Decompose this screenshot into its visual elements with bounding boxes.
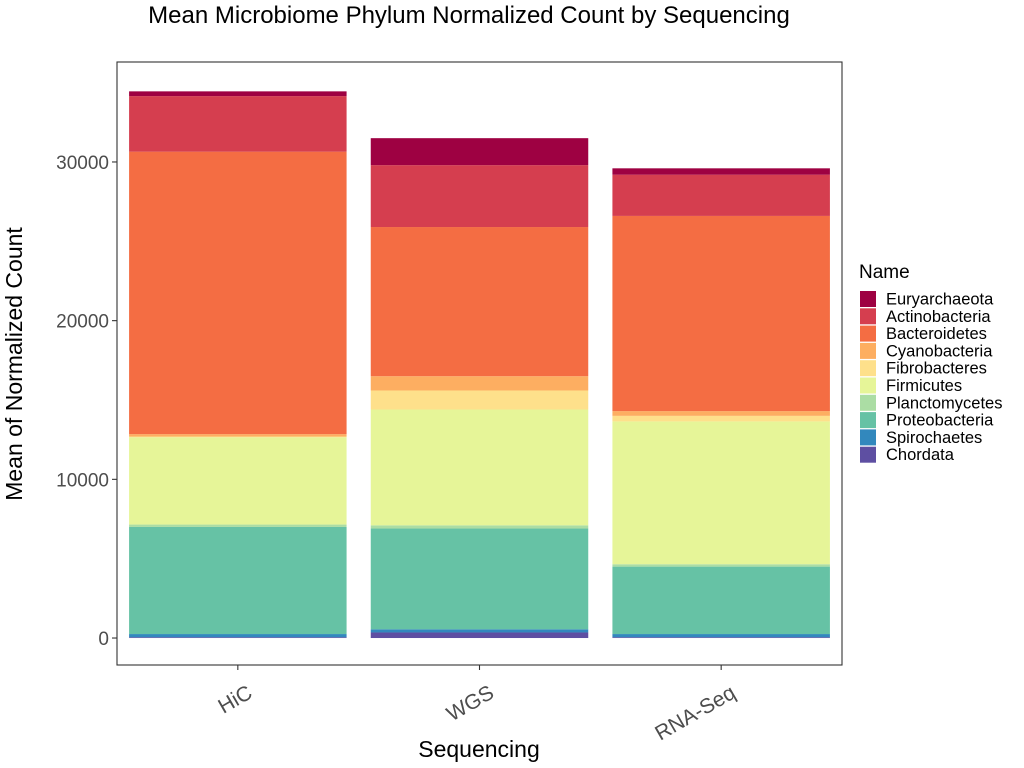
legend-label-cyanobacteria: Cyanobacteria bbox=[886, 342, 993, 360]
bar-segment-rna-seq-spirochaetes bbox=[612, 634, 830, 638]
bar-segment-wgs-actinobacteria bbox=[370, 165, 589, 228]
legend-label-planctomycetes: Planctomycetes bbox=[886, 394, 1002, 412]
x-axis-title: Sequencing bbox=[418, 736, 540, 762]
legend-swatch-planctomycetes bbox=[860, 394, 876, 411]
bar-segment-hic-bacteroidetes bbox=[129, 151, 347, 435]
bar-segment-hic-actinobacteria bbox=[129, 96, 347, 152]
bar-segment-rna-seq-euryarchaeota bbox=[612, 168, 830, 175]
bar-segment-rna-seq-firmicutes bbox=[612, 421, 830, 565]
legend-swatch-spirochaetes bbox=[860, 429, 876, 446]
legend-label-chordata: Chordata bbox=[886, 446, 955, 464]
legend-swatch-euryarchaeota bbox=[860, 291, 876, 307]
bar-segment-hic-spirochaetes bbox=[129, 634, 347, 638]
legend-label-bacteroidetes: Bacteroidetes bbox=[886, 325, 987, 343]
x-tick-label: HiC bbox=[214, 681, 256, 718]
y-tick-label: 0 bbox=[98, 629, 109, 650]
y-axis: 0 10000 20000 30000 bbox=[56, 153, 117, 650]
bar-segment-rna-seq-planctomycetes bbox=[612, 564, 830, 567]
bar-segment-wgs-spirochaetes bbox=[370, 629, 589, 633]
bar-segment-wgs-firmicutes bbox=[370, 409, 589, 526]
bar-segment-wgs-proteobacteria bbox=[370, 528, 589, 630]
chart-title: Mean Microbiome Phylum Normalized Count … bbox=[148, 2, 790, 29]
legend-swatch-bacteroidetes bbox=[860, 325, 876, 342]
bar-segment-wgs-bacteroidetes bbox=[370, 227, 589, 377]
x-tick-label: WGS bbox=[443, 681, 498, 726]
bar-segment-hic-fibrobacteres bbox=[129, 436, 347, 438]
legend-swatch-actinobacteria bbox=[860, 308, 876, 325]
bar-segment-rna-seq-bacteroidetes bbox=[612, 215, 830, 412]
bar-segment-rna-seq-actinobacteria bbox=[612, 174, 830, 216]
legend-label-proteobacteria: Proteobacteria bbox=[886, 412, 994, 430]
bar-segment-hic-planctomycetes bbox=[129, 524, 347, 527]
bar-segment-hic-euryarchaeota bbox=[129, 91, 347, 97]
legend-label-firmicutes: Firmicutes bbox=[886, 377, 962, 395]
bar-segment-hic-firmicutes bbox=[129, 437, 347, 525]
bar-segment-hic-proteobacteria bbox=[129, 526, 347, 635]
legend: Name EuryarchaeotaActinobacteriaBacteroi… bbox=[859, 262, 1002, 464]
bar-segment-hic-chordata bbox=[129, 637, 347, 639]
bar-segment-wgs-cyanobacteria bbox=[370, 376, 589, 391]
bar-segment-rna-seq-fibrobacteres bbox=[612, 415, 830, 422]
y-tick-label: 30000 bbox=[56, 153, 109, 174]
y-tick-label: 10000 bbox=[56, 470, 109, 491]
legend-label-fibrobacteres: Fibrobacteres bbox=[886, 360, 987, 378]
legend-swatch-firmicutes bbox=[860, 377, 876, 394]
bar-segment-rna-seq-proteobacteria bbox=[612, 566, 830, 635]
legend-label-actinobacteria: Actinobacteria bbox=[886, 308, 991, 326]
y-axis-title: Mean of Normalized Count bbox=[1, 227, 27, 501]
bar-segment-wgs-planctomycetes bbox=[370, 525, 589, 529]
legend-swatch-proteobacteria bbox=[860, 412, 876, 429]
bar-segment-wgs-fibrobacteres bbox=[370, 390, 589, 410]
bar-segment-rna-seq-chordata bbox=[612, 637, 830, 639]
y-tick-label: 20000 bbox=[56, 312, 109, 333]
bar-segment-rna-seq-cyanobacteria bbox=[612, 411, 830, 416]
bar-layer bbox=[129, 91, 830, 639]
legend-swatch-chordata bbox=[860, 446, 876, 463]
legend-title: Name bbox=[859, 262, 910, 283]
legend-label-euryarchaeota: Euryarchaeota bbox=[886, 291, 994, 309]
x-tick-label: RNA-Seq bbox=[651, 681, 739, 745]
legend-label-spirochaetes: Spirochaetes bbox=[886, 429, 982, 447]
legend-swatch-cyanobacteria bbox=[860, 342, 876, 359]
legend-swatch-fibrobacteres bbox=[860, 360, 876, 377]
x-axis: HiC WGS RNA-Seq bbox=[214, 665, 740, 745]
bar-segment-wgs-chordata bbox=[370, 632, 589, 639]
bar-segment-hic-cyanobacteria bbox=[129, 434, 347, 437]
bar-segment-wgs-euryarchaeota bbox=[370, 138, 589, 166]
